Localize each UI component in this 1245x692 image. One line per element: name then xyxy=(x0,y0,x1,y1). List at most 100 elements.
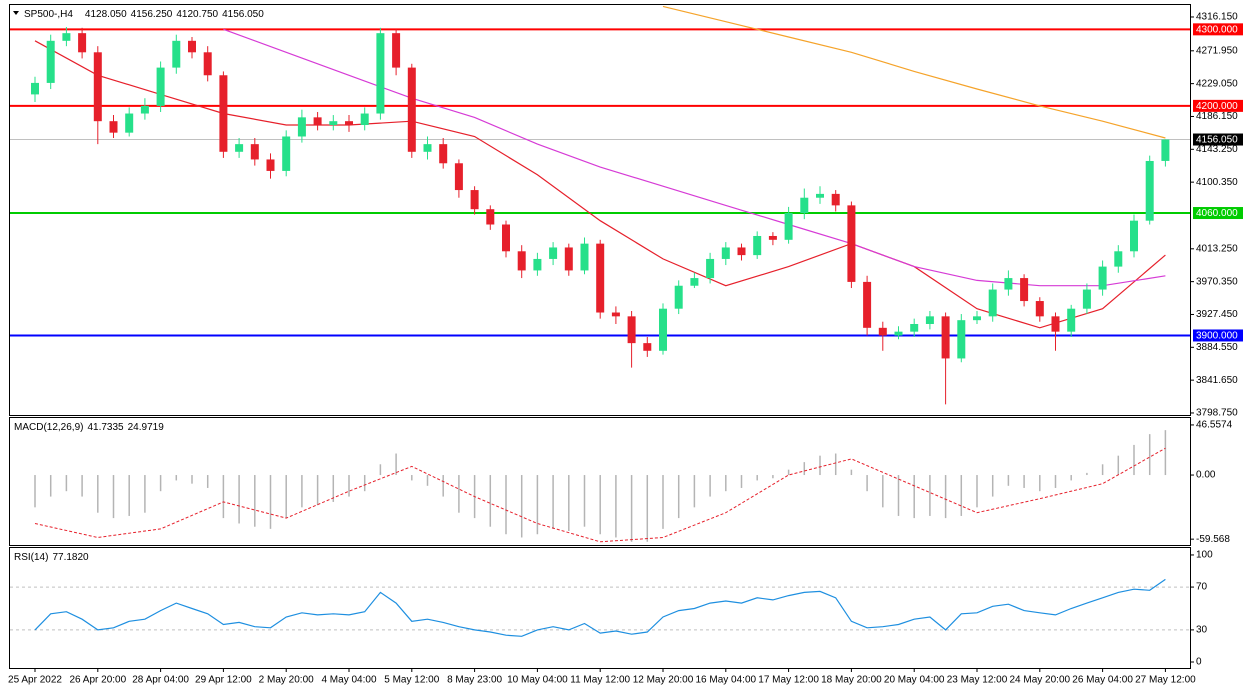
candle-body xyxy=(816,193,824,198)
macd-value: 41.7335 xyxy=(87,422,124,433)
x-tick-label: 27 May 12:00 xyxy=(1135,675,1196,686)
y-tick-label: 4229.050 xyxy=(1196,78,1238,89)
candle-body xyxy=(596,243,605,313)
candle-body xyxy=(360,113,369,126)
price-label: 4060.000 xyxy=(1196,208,1238,219)
indicator-name: MACD(12,26,9) xyxy=(14,422,83,433)
candle-body xyxy=(93,52,102,122)
candle-body xyxy=(423,144,432,152)
panel-title: MACD(12,26,9) 41.7335 24.9719 xyxy=(14,422,164,433)
x-tick-label: 17 May 12:00 xyxy=(758,675,819,686)
candle-body xyxy=(109,121,118,133)
price-label-box xyxy=(1193,207,1243,220)
macd-panel-frame xyxy=(9,417,1191,546)
x-tick-label: 2 May 20:00 xyxy=(259,675,314,686)
candle-body xyxy=(863,281,872,328)
candle-body xyxy=(376,33,385,114)
x-tick-label: 11 May 12:00 xyxy=(570,675,630,686)
y-tick-label: 70 xyxy=(1196,582,1208,593)
candle-body xyxy=(910,323,919,332)
candle-body xyxy=(454,163,463,191)
candle-body xyxy=(62,33,71,41)
candle-body xyxy=(1145,160,1154,221)
price-label-box xyxy=(1193,133,1243,146)
candle-body xyxy=(973,316,981,321)
candle-body xyxy=(297,117,306,137)
symbol: SP500-,H4 xyxy=(24,9,73,20)
price-label: 4156.050 xyxy=(1196,135,1238,146)
candle-body xyxy=(768,235,777,240)
candle-body xyxy=(847,205,856,282)
price-label-box xyxy=(1193,23,1243,36)
y-tick-label: 4143.250 xyxy=(1196,144,1238,155)
candle-body xyxy=(988,289,997,317)
candle-body xyxy=(957,320,966,359)
candle-body xyxy=(925,316,934,324)
price-label-box xyxy=(1193,329,1243,342)
candle-body xyxy=(611,312,620,317)
y-tick-label: 3884.550 xyxy=(1196,342,1238,353)
signal-line xyxy=(34,447,1166,543)
ohlc-value: 4156.050 xyxy=(222,9,264,20)
x-tick-label: 25 Apr 2022 xyxy=(8,675,62,686)
y-tick-label: 4316.150 xyxy=(1196,12,1238,23)
ohlc-value: 4120.750 xyxy=(176,9,218,20)
candle-body xyxy=(235,144,244,152)
candle-body xyxy=(345,121,353,126)
candle-body xyxy=(329,121,338,126)
panel-title: RSI(14) 77.1820 xyxy=(14,552,89,563)
candle-body xyxy=(470,190,479,210)
candle-body xyxy=(659,308,667,351)
x-tick-label: 23 May 12:00 xyxy=(947,675,1008,686)
candle-body xyxy=(941,316,950,359)
candle-body xyxy=(1051,316,1060,332)
price-label: 4200.000 xyxy=(1196,101,1238,112)
candle-body xyxy=(643,343,652,351)
y-tick-label: -59.568 xyxy=(1196,534,1230,545)
candle-body xyxy=(407,67,416,152)
candle-body xyxy=(580,243,589,271)
x-tick-label: 5 May 12:00 xyxy=(384,675,439,686)
rsi-value: 77.1820 xyxy=(52,552,89,563)
x-tick-label: 18 May 20:00 xyxy=(821,675,882,686)
x-tick-label: 10 May 04:00 xyxy=(507,675,568,686)
candle-body xyxy=(250,144,259,160)
y-tick-label: 100 xyxy=(1196,550,1213,561)
candle-body xyxy=(1082,289,1091,309)
menu-triangle[interactable] xyxy=(13,11,19,15)
candle-body xyxy=(1004,278,1013,290)
rsi-line xyxy=(34,578,1166,637)
y-tick-label: 3841.650 xyxy=(1196,375,1238,386)
x-tick-label: 20 May 04:00 xyxy=(884,675,945,686)
y-tick-label: 4271.950 xyxy=(1196,45,1238,56)
candle-body xyxy=(1130,220,1138,252)
ohlc-value: 4128.050 xyxy=(85,9,127,20)
candle-body xyxy=(1161,139,1170,161)
candle-body xyxy=(1067,308,1076,332)
candle-body xyxy=(1020,278,1029,302)
candle-body xyxy=(549,247,558,259)
candle-body xyxy=(533,258,542,271)
x-tick-label: 28 Apr 04:00 xyxy=(132,675,189,686)
candle-body xyxy=(282,136,291,171)
x-tick-label: 26 Apr 20:00 xyxy=(69,675,126,686)
candle-body xyxy=(46,40,55,83)
candle-body xyxy=(564,247,573,271)
main-panel-frame xyxy=(9,4,1191,416)
y-tick-label: 4013.250 xyxy=(1196,243,1238,254)
moving-average xyxy=(662,5,1166,139)
candle-body xyxy=(831,193,840,206)
candle-body xyxy=(392,33,401,68)
plot-area xyxy=(10,5,1190,405)
candle-body xyxy=(753,235,762,256)
candle-body xyxy=(1035,301,1044,317)
chart-title: SP500-,H4 4128.050 4156.250 4120.750 4156.05… xyxy=(24,9,264,20)
y-tick-label: 0 xyxy=(1196,657,1202,668)
price-label-box xyxy=(1193,99,1243,112)
candle-body xyxy=(486,209,495,225)
candle-body xyxy=(266,159,275,171)
candle-body xyxy=(172,40,181,68)
